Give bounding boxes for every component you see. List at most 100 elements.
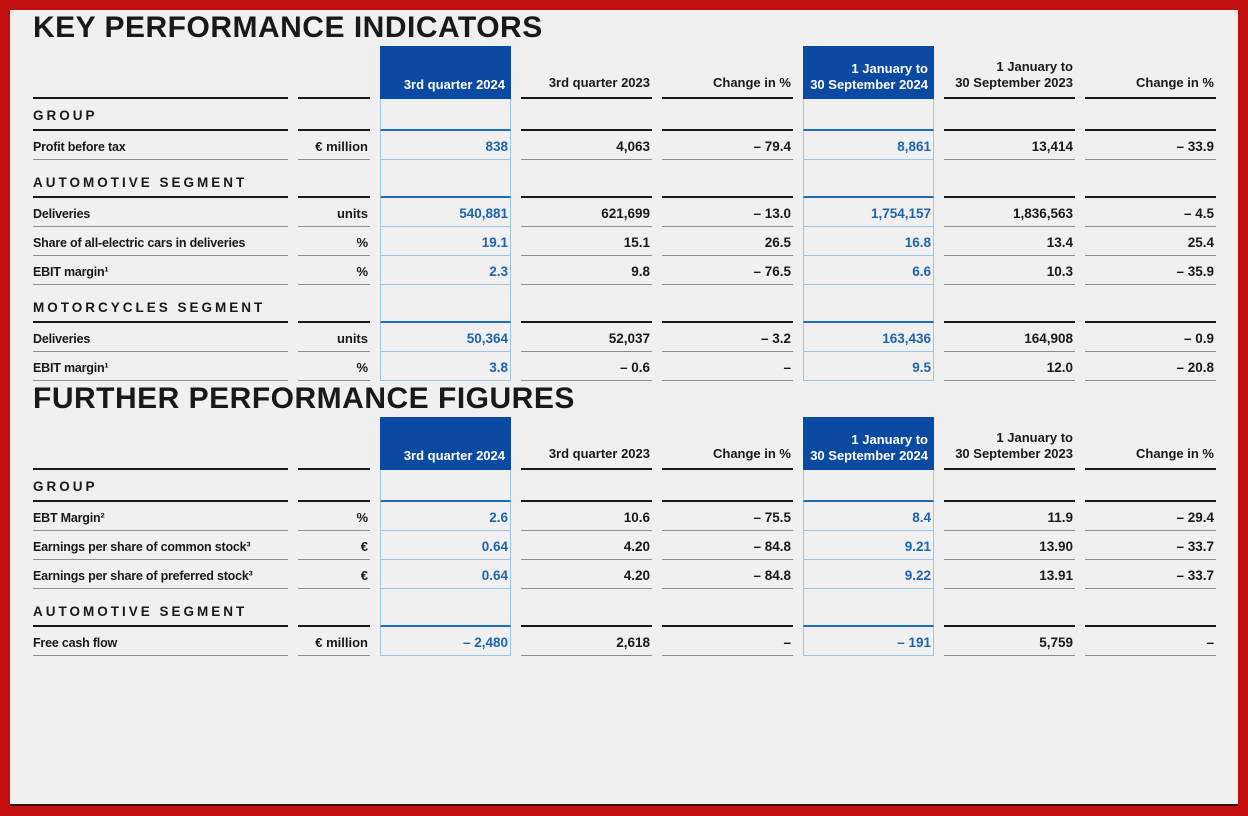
value-cell: 0.64 [380, 560, 511, 589]
column-header: 1 January to 30 September 2023 [944, 417, 1075, 470]
value-cell [380, 470, 511, 502]
column-header: Change in % [662, 417, 793, 470]
page-bottom-edge [10, 804, 1238, 806]
value-cell: 52,037 [521, 323, 652, 352]
value-cell [380, 589, 511, 627]
value-cell: 13,414 [944, 131, 1075, 160]
unit-cell: units [298, 323, 370, 352]
value-cell: 13.91 [944, 560, 1075, 589]
value-cell: 838 [380, 131, 511, 160]
section-label: AUTOMOTIVE SEGMENT [33, 160, 288, 198]
value-cell [380, 99, 511, 131]
value-cell: – 35.9 [1085, 256, 1216, 285]
value-cell: – 3.2 [662, 323, 793, 352]
value-cell: 8,861 [803, 131, 934, 160]
column-header-highlight: 1 January to 30 September 2024 [803, 46, 934, 99]
value-cell [380, 160, 511, 198]
value-cell: – [1085, 627, 1216, 656]
unit-cell [298, 589, 370, 627]
value-cell [944, 160, 1075, 198]
value-cell [521, 470, 652, 502]
value-cell: – 2,480 [380, 627, 511, 656]
value-cell: 2.3 [380, 256, 511, 285]
unit-column-header [298, 46, 370, 99]
value-cell: – 4.5 [1085, 198, 1216, 227]
value-cell [521, 160, 652, 198]
column-header: Change in % [1085, 46, 1216, 99]
unit-cell [298, 160, 370, 198]
unit-cell: € million [298, 131, 370, 160]
value-cell: 19.1 [380, 227, 511, 256]
column-header: 1 January to 30 September 2023 [944, 46, 1075, 99]
value-cell: 3.8 [380, 352, 511, 381]
section-label: MOTORCYCLES SEGMENT [33, 285, 288, 323]
value-cell [521, 99, 652, 131]
kpi-title: KEY PERFORMANCE INDICATORS [33, 11, 543, 44]
value-cell: – 0.6 [521, 352, 652, 381]
value-cell: – 84.8 [662, 560, 793, 589]
value-cell [803, 160, 934, 198]
value-cell: – 29.4 [1085, 502, 1216, 531]
value-cell [662, 285, 793, 323]
value-cell [1085, 160, 1216, 198]
value-cell: 6.6 [803, 256, 934, 285]
value-cell [803, 589, 934, 627]
column-header: 3rd quarter 2023 [521, 417, 652, 470]
value-cell: – [662, 627, 793, 656]
value-cell: 163,436 [803, 323, 934, 352]
value-cell: – 79.4 [662, 131, 793, 160]
row-label: EBIT margin¹ [33, 256, 288, 285]
value-cell: 4.20 [521, 560, 652, 589]
value-cell: 50,364 [380, 323, 511, 352]
kpi-table: 3rd quarter 2024 3rd quarter 2023 Change i… [33, 46, 1216, 381]
value-cell: – 20.8 [1085, 352, 1216, 381]
row-label: Earnings per share of common stock³ [33, 531, 288, 560]
value-cell: 0.64 [380, 531, 511, 560]
row-label: Free cash flow [33, 627, 288, 656]
value-cell [944, 285, 1075, 323]
value-cell [1085, 470, 1216, 502]
value-cell [803, 99, 934, 131]
row-label: Deliveries [33, 323, 288, 352]
value-cell [662, 470, 793, 502]
value-cell: – 33.9 [1085, 131, 1216, 160]
value-cell: – 84.8 [662, 531, 793, 560]
unit-cell: € [298, 560, 370, 589]
row-label: Share of all-electric cars in deliveries [33, 227, 288, 256]
value-cell: – 33.7 [1085, 531, 1216, 560]
value-cell [944, 589, 1075, 627]
value-cell: 9.22 [803, 560, 934, 589]
value-cell: 621,699 [521, 198, 652, 227]
value-cell: 4.20 [521, 531, 652, 560]
value-cell: 8.4 [803, 502, 934, 531]
value-cell: – 76.5 [662, 256, 793, 285]
value-cell: 540,881 [380, 198, 511, 227]
value-cell: – 191 [803, 627, 934, 656]
value-cell: 12.0 [944, 352, 1075, 381]
value-cell: 9.8 [521, 256, 652, 285]
unit-cell: % [298, 352, 370, 381]
value-cell: 164,908 [944, 323, 1075, 352]
value-cell: 25.4 [1085, 227, 1216, 256]
value-cell: 5,759 [944, 627, 1075, 656]
column-header: Change in % [662, 46, 793, 99]
value-cell: 2.6 [380, 502, 511, 531]
value-cell: – 75.5 [662, 502, 793, 531]
value-cell: – 0.9 [1085, 323, 1216, 352]
value-cell: 26.5 [662, 227, 793, 256]
section-label: GROUP [33, 470, 288, 502]
value-cell: – 13.0 [662, 198, 793, 227]
unit-cell: € [298, 531, 370, 560]
column-header-highlight: 3rd quarter 2024 [380, 46, 511, 99]
value-cell: – [662, 352, 793, 381]
value-cell: 1,836,563 [944, 198, 1075, 227]
value-cell [521, 589, 652, 627]
column-header: Change in % [1085, 417, 1216, 470]
unit-cell [298, 99, 370, 131]
value-cell [803, 470, 934, 502]
value-cell: 2,618 [521, 627, 652, 656]
value-cell: 9.21 [803, 531, 934, 560]
row-label: Earnings per share of preferred stock³ [33, 560, 288, 589]
unit-cell: % [298, 227, 370, 256]
unit-column-header [298, 417, 370, 470]
